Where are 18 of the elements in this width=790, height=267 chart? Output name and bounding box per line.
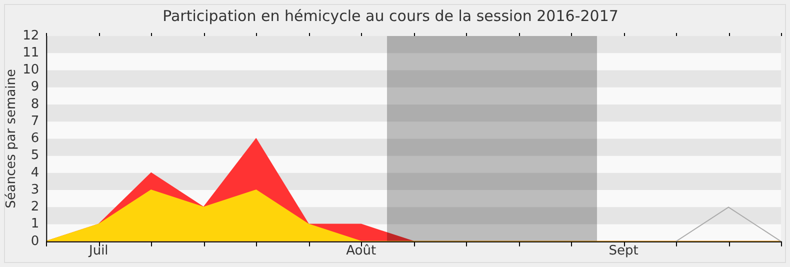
y-tick-label: 11 (22, 45, 40, 60)
y-tick-label: 5 (30, 148, 40, 164)
y-tick-label: 3 (30, 182, 40, 198)
y-tick-label: 9 (30, 80, 40, 95)
x-tick-label: Août (346, 244, 376, 259)
y-tick-label: 4 (30, 165, 40, 180)
x-tick-label: Sept (608, 244, 638, 259)
x-tick-label: Juil (88, 244, 108, 259)
y-tick-label: 10 (22, 62, 40, 78)
y-tick-label: 8 (30, 96, 40, 112)
y-tick-label: 12 (22, 28, 40, 44)
y-tick-label: 0 (30, 234, 40, 249)
y-axis-title: Séances par semaine (4, 68, 20, 208)
y-tick-label: 2 (30, 200, 40, 215)
y-tick-label: 7 (30, 114, 40, 129)
y-tick-label: 1 (30, 216, 40, 232)
y-tick-label: 6 (30, 131, 40, 146)
chart-title: Participation en hémicycle au cours de la session 2016-2017 (162, 6, 618, 25)
